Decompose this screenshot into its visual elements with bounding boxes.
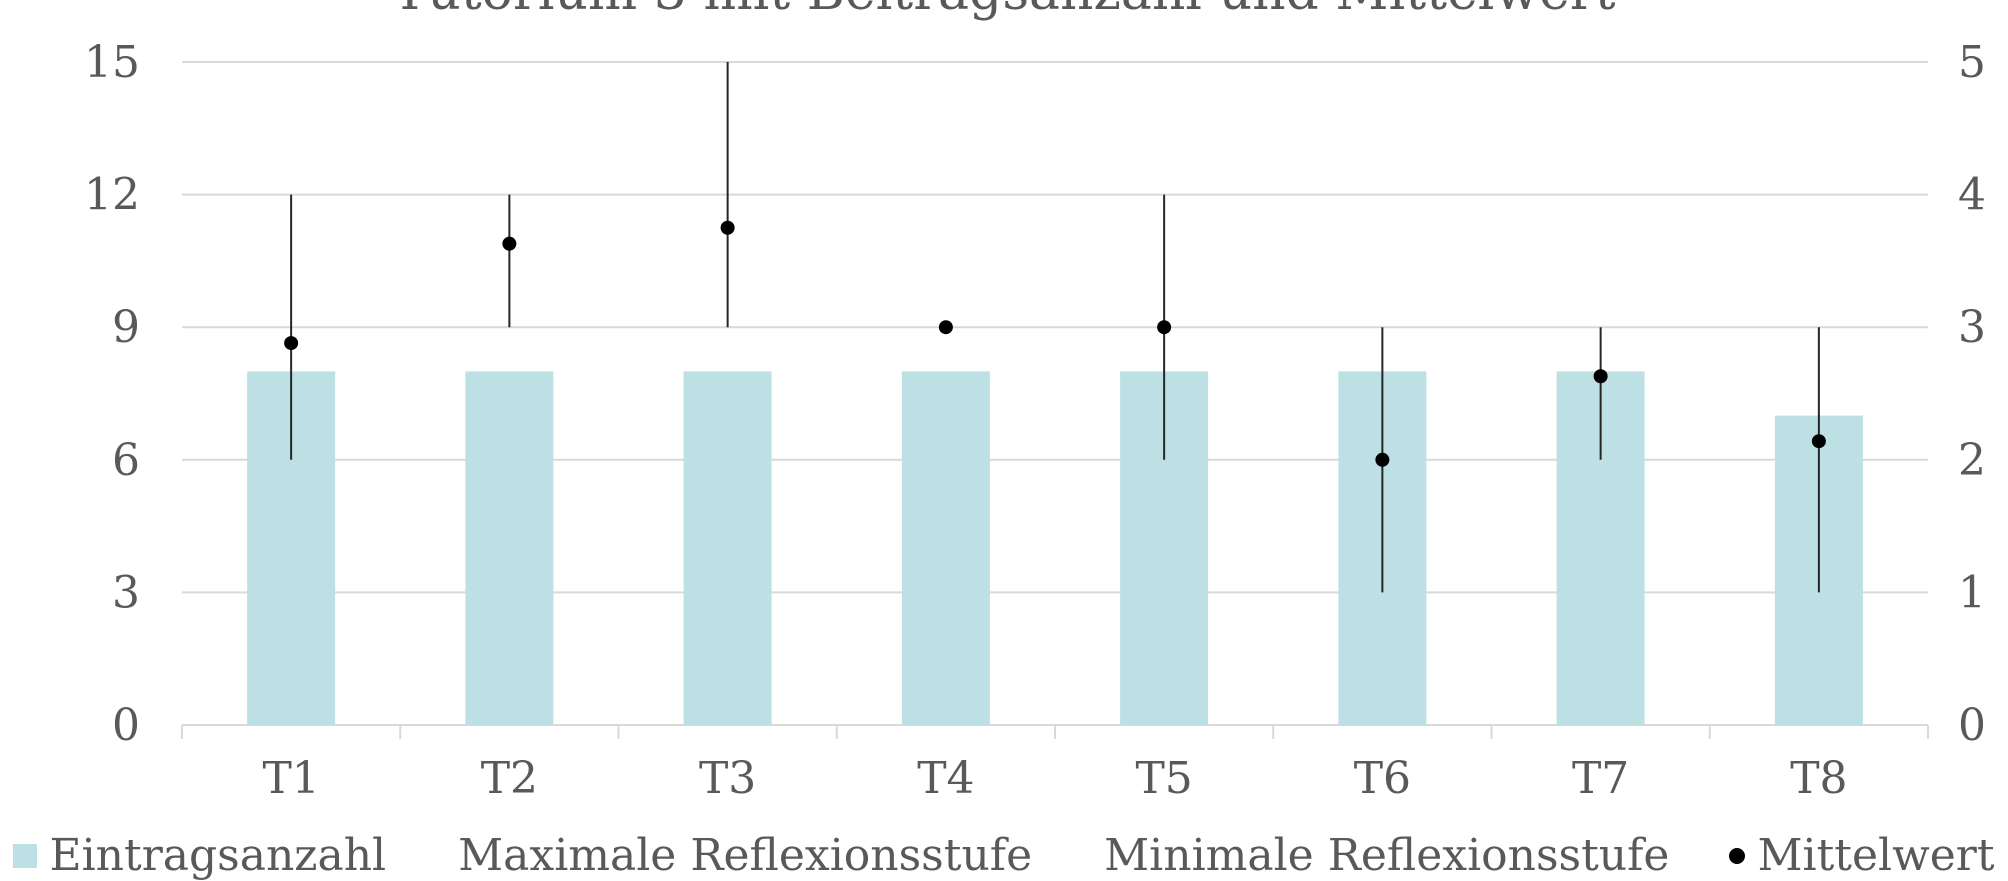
legend-item-maximale-reflexionsstufe: Maximale Reflexionsstufe [446, 830, 1032, 881]
legend: Eintragsanzahl Maximale Reflexionsstufe … [0, 830, 2008, 881]
y-left-tick-label: 6 [112, 435, 140, 486]
legend-label: Eintragsanzahl [49, 830, 387, 881]
x-tick-label: T1 [262, 753, 319, 804]
mean-point [1375, 452, 1390, 467]
mean-point [284, 336, 299, 351]
x-tick-label: T5 [1135, 753, 1192, 804]
mean-point [938, 320, 953, 335]
y-right-tick-label: 3 [1958, 302, 1986, 353]
y-left-tick-label: 9 [112, 302, 140, 353]
legend-label: Mittelwert [1757, 830, 1995, 881]
y-right-tick-label: 1 [1958, 567, 1986, 618]
legend-item-eintragsanzahl: Eintragsanzahl [13, 830, 386, 881]
legend-label: Maximale Reflexionsstufe [458, 830, 1033, 881]
legend-swatch-bar [13, 843, 38, 868]
y-right-tick-label: 5 [1958, 37, 1986, 88]
y-left-tick-label: 3 [112, 567, 140, 618]
legend-item-mittelwert: Mittelwert [1729, 830, 1995, 881]
bar [683, 371, 772, 725]
x-tick-label: T3 [699, 753, 756, 804]
bar [901, 371, 990, 725]
legend-swatch-dot [1729, 847, 1746, 864]
y-left-tick-label: 15 [84, 37, 140, 88]
mean-point [1157, 320, 1172, 335]
x-tick-label: T2 [481, 753, 538, 804]
bar [465, 371, 554, 725]
mean-point [1811, 434, 1826, 449]
legend-label: Minimale Reflexionsstufe [1104, 830, 1670, 881]
y-left-tick-label: 0 [112, 700, 140, 751]
chart-title: Tutorium 3 mit Beitragsanzahl und Mittel… [0, 0, 2008, 22]
y-right-tick-label: 0 [1958, 700, 1986, 751]
mean-point [1593, 369, 1608, 384]
y-left-tick-label: 12 [84, 170, 140, 221]
legend-item-minimale-reflexionsstufe: Minimale Reflexionsstufe [1092, 830, 1669, 881]
mean-point [502, 236, 517, 251]
mean-point [720, 220, 735, 235]
x-tick-label: T6 [1354, 753, 1411, 804]
x-tick-label: T8 [1790, 753, 1847, 804]
y-right-tick-label: 2 [1958, 435, 1986, 486]
x-tick-label: T7 [1572, 753, 1629, 804]
x-tick-label: T4 [917, 753, 974, 804]
y-right-tick-label: 4 [1958, 170, 1986, 221]
